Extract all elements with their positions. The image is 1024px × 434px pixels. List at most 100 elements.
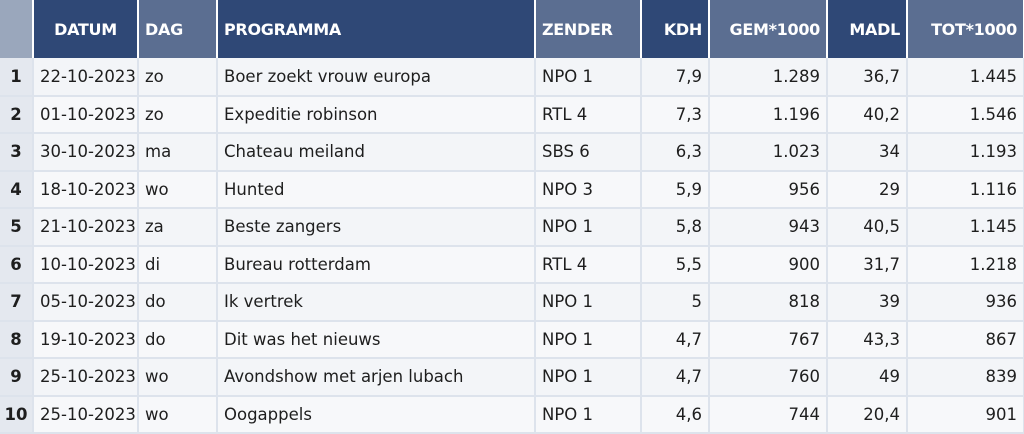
table-row: 1 22-10-2023 zo Boer zoekt vrouw europa … bbox=[0, 58, 1024, 97]
cell-gem: 818 bbox=[709, 283, 828, 322]
cell-kdh: 6,3 bbox=[641, 133, 710, 172]
cell-programma: Dit was het nieuws bbox=[217, 320, 536, 359]
cell-datum: 01-10-2023 bbox=[33, 95, 139, 134]
cell-programma: Beste zangers bbox=[217, 208, 536, 247]
header-datum[interactable]: DATUM bbox=[33, 0, 139, 58]
cell-gem: 900 bbox=[709, 245, 828, 284]
header-zender[interactable]: ZENDER bbox=[535, 0, 642, 58]
cell-datum: 21-10-2023 bbox=[33, 208, 139, 247]
cell-gem: 1.023 bbox=[709, 133, 828, 172]
cell-zender: RTL 4 bbox=[535, 95, 642, 134]
table-row: 10 25-10-2023 wo Oogappels NPO 1 4,6 744… bbox=[0, 395, 1024, 434]
cell-madl: 39 bbox=[827, 283, 908, 322]
row-index: 1 bbox=[0, 58, 34, 97]
cell-tot: 1.145 bbox=[907, 208, 1024, 247]
header-gem[interactable]: GEM*1000 bbox=[709, 0, 828, 58]
table-row: 5 21-10-2023 za Beste zangers NPO 1 5,8 … bbox=[0, 208, 1024, 247]
cell-gem: 943 bbox=[709, 208, 828, 247]
cell-dag: wo bbox=[138, 358, 218, 397]
cell-zender: NPO 1 bbox=[535, 358, 642, 397]
cell-tot: 867 bbox=[907, 320, 1024, 359]
cell-dag: zo bbox=[138, 95, 218, 134]
table-row: 8 19-10-2023 do Dit was het nieuws NPO 1… bbox=[0, 320, 1024, 359]
cell-madl: 43,3 bbox=[827, 320, 908, 359]
cell-madl: 31,7 bbox=[827, 245, 908, 284]
cell-programma: Chateau meiland bbox=[217, 133, 536, 172]
cell-madl: 34 bbox=[827, 133, 908, 172]
cell-datum: 25-10-2023 bbox=[33, 395, 139, 434]
table-row: 3 30-10-2023 ma Chateau meiland SBS 6 6,… bbox=[0, 133, 1024, 172]
cell-programma: Ik vertrek bbox=[217, 283, 536, 322]
row-index: 2 bbox=[0, 95, 34, 134]
cell-madl: 36,7 bbox=[827, 58, 908, 97]
cell-programma: Oogappels bbox=[217, 395, 536, 434]
cell-gem: 744 bbox=[709, 395, 828, 434]
cell-dag: za bbox=[138, 208, 218, 247]
cell-tot: 936 bbox=[907, 283, 1024, 322]
header-madl[interactable]: MADL bbox=[827, 0, 908, 58]
header-tot[interactable]: TOT*1000 bbox=[907, 0, 1024, 58]
cell-zender: NPO 1 bbox=[535, 208, 642, 247]
cell-madl: 29 bbox=[827, 170, 908, 209]
cell-datum: 18-10-2023 bbox=[33, 170, 139, 209]
cell-gem: 1.289 bbox=[709, 58, 828, 97]
row-index: 9 bbox=[0, 358, 34, 397]
header-row: DATUM DAG PROGRAMMA ZENDER KDH GEM*1000 … bbox=[0, 0, 1024, 58]
cell-kdh: 4,7 bbox=[641, 320, 710, 359]
cell-programma: Avondshow met arjen lubach bbox=[217, 358, 536, 397]
cell-datum: 25-10-2023 bbox=[33, 358, 139, 397]
cell-kdh: 5 bbox=[641, 283, 710, 322]
row-index: 5 bbox=[0, 208, 34, 247]
header-index bbox=[0, 0, 34, 58]
cell-dag: do bbox=[138, 283, 218, 322]
table-row: 7 05-10-2023 do Ik vertrek NPO 1 5 818 3… bbox=[0, 283, 1024, 322]
cell-tot: 1.445 bbox=[907, 58, 1024, 97]
cell-dag: do bbox=[138, 320, 218, 359]
cell-tot: 901 bbox=[907, 395, 1024, 434]
cell-dag: wo bbox=[138, 170, 218, 209]
cell-datum: 10-10-2023 bbox=[33, 245, 139, 284]
cell-gem: 956 bbox=[709, 170, 828, 209]
cell-tot: 1.218 bbox=[907, 245, 1024, 284]
cell-zender: NPO 1 bbox=[535, 395, 642, 434]
cell-zender: RTL 4 bbox=[535, 245, 642, 284]
cell-dag: di bbox=[138, 245, 218, 284]
cell-tot: 839 bbox=[907, 358, 1024, 397]
cell-kdh: 4,7 bbox=[641, 358, 710, 397]
cell-madl: 40,5 bbox=[827, 208, 908, 247]
cell-kdh: 4,6 bbox=[641, 395, 710, 434]
cell-tot: 1.116 bbox=[907, 170, 1024, 209]
cell-datum: 05-10-2023 bbox=[33, 283, 139, 322]
table-row: 2 01-10-2023 zo Expeditie robinson RTL 4… bbox=[0, 95, 1024, 134]
cell-zender: NPO 3 bbox=[535, 170, 642, 209]
cell-tot: 1.546 bbox=[907, 95, 1024, 134]
cell-dag: wo bbox=[138, 395, 218, 434]
table-row: 4 18-10-2023 wo Hunted NPO 3 5,9 956 29 … bbox=[0, 170, 1024, 209]
cell-madl: 40,2 bbox=[827, 95, 908, 134]
cell-zender: NPO 1 bbox=[535, 58, 642, 97]
cell-programma: Bureau rotterdam bbox=[217, 245, 536, 284]
cell-gem: 767 bbox=[709, 320, 828, 359]
cell-kdh: 7,3 bbox=[641, 95, 710, 134]
header-dag[interactable]: DAG bbox=[138, 0, 218, 58]
cell-datum: 19-10-2023 bbox=[33, 320, 139, 359]
row-index: 8 bbox=[0, 320, 34, 359]
cell-kdh: 5,9 bbox=[641, 170, 710, 209]
row-index: 4 bbox=[0, 170, 34, 209]
cell-gem: 1.196 bbox=[709, 95, 828, 134]
cell-madl: 20,4 bbox=[827, 395, 908, 434]
row-index: 3 bbox=[0, 133, 34, 172]
cell-tot: 1.193 bbox=[907, 133, 1024, 172]
row-index: 6 bbox=[0, 245, 34, 284]
row-index: 7 bbox=[0, 283, 34, 322]
cell-dag: ma bbox=[138, 133, 218, 172]
header-kdh[interactable]: KDH bbox=[641, 0, 710, 58]
cell-programma: Boer zoekt vrouw europa bbox=[217, 58, 536, 97]
cell-kdh: 5,8 bbox=[641, 208, 710, 247]
table-row: 6 10-10-2023 di Bureau rotterdam RTL 4 5… bbox=[0, 245, 1024, 284]
cell-zender: SBS 6 bbox=[535, 133, 642, 172]
header-programma[interactable]: PROGRAMMA bbox=[217, 0, 536, 58]
cell-zender: NPO 1 bbox=[535, 320, 642, 359]
table-row: 9 25-10-2023 wo Avondshow met arjen luba… bbox=[0, 358, 1024, 397]
